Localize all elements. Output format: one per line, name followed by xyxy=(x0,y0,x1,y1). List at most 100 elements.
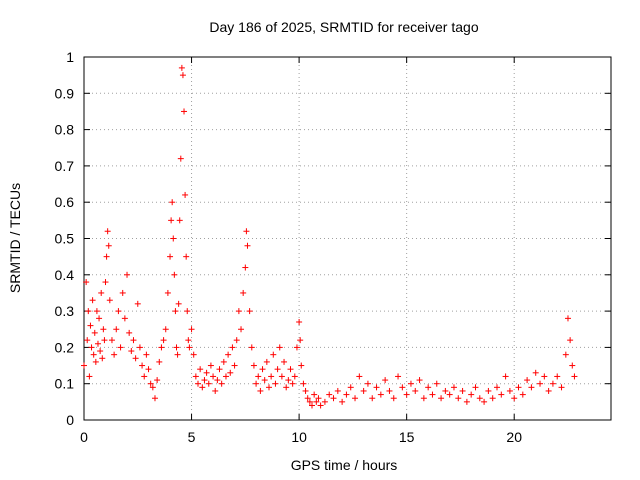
x-tick-label: 15 xyxy=(399,429,415,445)
data-point xyxy=(291,373,298,380)
data-point xyxy=(136,344,143,351)
data-point xyxy=(261,377,268,384)
data-point xyxy=(203,369,210,376)
data-point xyxy=(302,387,309,394)
data-point xyxy=(183,253,190,260)
data-point xyxy=(498,391,505,398)
data-point xyxy=(558,384,565,391)
data-point xyxy=(289,380,296,387)
y-tick-label: 0.7 xyxy=(55,158,75,174)
data-point xyxy=(128,348,135,355)
data-point xyxy=(386,387,393,394)
data-point xyxy=(395,373,402,380)
data-point xyxy=(377,391,384,398)
data-point xyxy=(195,380,202,387)
data-point xyxy=(532,369,539,376)
data-point xyxy=(121,315,128,322)
data-point xyxy=(126,329,133,336)
data-point xyxy=(181,108,188,115)
data-point xyxy=(278,373,285,380)
chart-title: Day 186 of 2025, SRMTID for receiver tag… xyxy=(209,19,478,35)
data-point xyxy=(296,318,303,325)
data-point xyxy=(184,308,191,315)
data-point xyxy=(438,395,445,402)
x-axis-label: GPS time / hours xyxy=(291,457,398,473)
data-point xyxy=(149,384,156,391)
data-point xyxy=(92,358,99,365)
data-point xyxy=(238,326,245,333)
data-point xyxy=(225,351,232,358)
data-point xyxy=(244,242,251,249)
y-tick-label: 0 xyxy=(66,412,74,428)
data-point xyxy=(321,398,328,405)
data-point xyxy=(243,228,250,235)
data-point xyxy=(176,217,183,224)
data-point xyxy=(326,391,333,398)
data-point xyxy=(235,308,242,315)
data-point xyxy=(167,253,174,260)
data-point xyxy=(272,380,279,387)
data-point xyxy=(306,398,313,405)
data-point xyxy=(87,322,94,329)
data-point xyxy=(390,395,397,402)
data-point xyxy=(231,362,238,369)
data-point xyxy=(330,395,337,402)
data-point xyxy=(115,308,122,315)
data-point xyxy=(102,279,109,286)
data-point xyxy=(545,387,552,394)
data-point xyxy=(489,395,496,402)
data-point xyxy=(199,384,206,391)
data-point xyxy=(214,377,221,384)
data-point xyxy=(283,384,290,391)
grid-lines xyxy=(84,57,611,420)
data-point xyxy=(177,155,184,162)
data-point xyxy=(182,191,189,198)
data-point xyxy=(210,373,217,380)
data-point xyxy=(91,329,98,336)
data-point xyxy=(276,344,283,351)
data-point xyxy=(104,228,111,235)
data-point xyxy=(309,402,316,409)
data-point xyxy=(541,373,548,380)
data-point xyxy=(174,351,181,358)
data-point xyxy=(250,362,257,369)
data-point xyxy=(347,384,354,391)
data-point xyxy=(281,358,288,365)
data-point xyxy=(212,387,219,394)
data-point xyxy=(147,380,154,387)
data-point xyxy=(399,384,406,391)
data-point xyxy=(442,387,449,394)
data-point xyxy=(506,387,513,394)
data-point xyxy=(160,337,167,344)
data-point xyxy=(227,369,234,376)
data-point xyxy=(154,377,161,384)
data-point xyxy=(317,402,324,409)
data-point xyxy=(171,271,178,278)
data-point xyxy=(515,384,522,391)
data-point xyxy=(233,337,240,344)
data-point xyxy=(493,384,500,391)
data-point xyxy=(172,308,179,315)
data-point xyxy=(259,366,266,373)
data-point xyxy=(100,326,107,333)
data-point xyxy=(274,366,281,373)
data-point xyxy=(185,337,192,344)
data-point xyxy=(207,362,214,369)
data-point xyxy=(287,366,294,373)
data-point xyxy=(168,217,175,224)
data-point xyxy=(132,355,139,362)
data-point xyxy=(97,348,104,355)
data-point xyxy=(485,387,492,394)
x-tick-label: 20 xyxy=(506,429,522,445)
data-point xyxy=(270,351,277,358)
data-point xyxy=(169,199,176,206)
data-point xyxy=(554,373,561,380)
data-point xyxy=(564,315,571,322)
y-tick-label: 0.3 xyxy=(55,303,75,319)
data-point xyxy=(528,384,535,391)
data-point xyxy=(265,384,272,391)
data-point xyxy=(356,373,363,380)
data-point xyxy=(103,253,110,260)
data-point xyxy=(220,358,227,365)
data-point xyxy=(257,387,264,394)
